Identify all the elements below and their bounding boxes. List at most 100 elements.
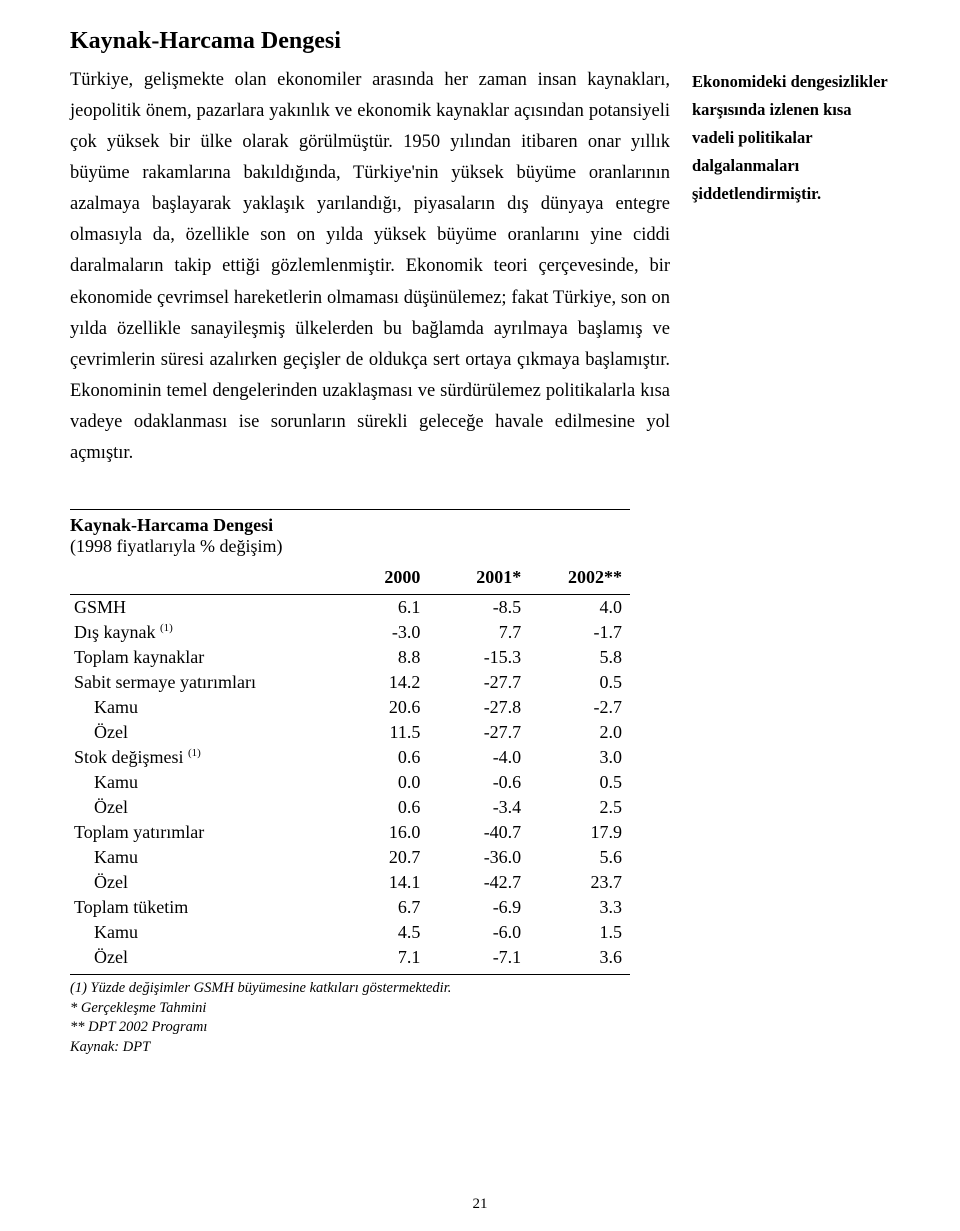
table-row-label: Toplam tüketim: [70, 895, 328, 920]
table-cell: 3.6: [529, 945, 630, 970]
table-rule-bottom: [70, 974, 630, 975]
table-row: Özel11.5-27.72.0: [70, 720, 630, 745]
table-cell: -15.3: [428, 645, 529, 670]
table-cell: 3.0: [529, 745, 630, 770]
table-rule-top: [70, 509, 630, 510]
footnote-line: * Gerçekleşme Tahmini: [70, 999, 630, 1019]
table-cell: -40.7: [428, 820, 529, 845]
table-cell: 2.5: [529, 795, 630, 820]
table-cell: -6.9: [428, 895, 529, 920]
table-header-row: 2000 2001* 2002**: [70, 561, 630, 595]
table-row: Kamu4.5-6.01.5: [70, 920, 630, 945]
table-cell: 4.5: [328, 920, 429, 945]
table-cell: -1.7: [529, 620, 630, 645]
table-row: GSMH6.1-8.54.0: [70, 595, 630, 621]
table-row-label: Kamu: [70, 770, 328, 795]
table-row: Özel7.1-7.13.6: [70, 945, 630, 970]
data-table: 2000 2001* 2002** GSMH6.1-8.54.0Dış kayn…: [70, 561, 630, 970]
table-cell: 3.3: [529, 895, 630, 920]
table-cell: -42.7: [428, 870, 529, 895]
table-row: Toplam yatırımlar16.0-40.717.9: [70, 820, 630, 845]
table-cell: -6.0: [428, 920, 529, 945]
table-cell: 7.1: [328, 945, 429, 970]
table-body: GSMH6.1-8.54.0Dış kaynak (1)-3.07.7-1.7T…: [70, 595, 630, 971]
table-cell: -7.1: [428, 945, 529, 970]
table-row: Kamu20.7-36.05.6: [70, 845, 630, 870]
side-column: Ekonomideki dengesizlikler karşısında iz…: [692, 28, 890, 469]
table-row-label: Toplam kaynaklar: [70, 645, 328, 670]
table-cell: 14.2: [328, 670, 429, 695]
table-cell: -4.0: [428, 745, 529, 770]
table-row-label: Kamu: [70, 845, 328, 870]
table-cell: 11.5: [328, 720, 429, 745]
table-row: Dış kaynak (1)-3.07.7-1.7: [70, 620, 630, 645]
page-title: Kaynak-Harcama Dengesi: [70, 28, 670, 55]
table-row: Stok değişmesi (1)0.6-4.03.0: [70, 745, 630, 770]
table-row-label: Dış kaynak (1): [70, 620, 328, 645]
table-title: Kaynak-Harcama Dengesi: [70, 513, 630, 536]
table-row-label: Sabit sermaye yatırımları: [70, 670, 328, 695]
table-cell: 6.1: [328, 595, 429, 621]
table-row-label: Stok değişmesi (1): [70, 745, 328, 770]
table-cell: -0.6: [428, 770, 529, 795]
table-cell: 4.0: [529, 595, 630, 621]
table-cell: 6.7: [328, 895, 429, 920]
table-header-col: 2000: [328, 561, 429, 595]
table-row: Toplam kaynaklar8.8-15.35.8: [70, 645, 630, 670]
table-row: Özel14.1-42.723.7: [70, 870, 630, 895]
table-row-label: Özel: [70, 795, 328, 820]
table-cell: -3.0: [328, 620, 429, 645]
table-cell: -27.7: [428, 720, 529, 745]
table-row-label: Kamu: [70, 695, 328, 720]
table-row: Toplam tüketim6.7-6.93.3: [70, 895, 630, 920]
table-cell: -27.8: [428, 695, 529, 720]
table-cell: -8.5: [428, 595, 529, 621]
table-block: Kaynak-Harcama Dengesi (1998 fiyatlarıyl…: [70, 509, 630, 1057]
table-cell: 5.6: [529, 845, 630, 870]
table-cell: 2.0: [529, 720, 630, 745]
table-row-label: Kamu: [70, 920, 328, 945]
table-cell: 0.0: [328, 770, 429, 795]
table-row-label: Toplam yatırımlar: [70, 820, 328, 845]
table-cell: -2.7: [529, 695, 630, 720]
table-header-blank: [70, 561, 328, 595]
table-cell: 20.6: [328, 695, 429, 720]
table-cell: -36.0: [428, 845, 529, 870]
table-row: Sabit sermaye yatırımları14.2-27.70.5: [70, 670, 630, 695]
table-cell: 0.6: [328, 795, 429, 820]
table-cell: 7.7: [428, 620, 529, 645]
table-cell: -27.7: [428, 670, 529, 695]
table-cell: -3.4: [428, 795, 529, 820]
main-row: Kaynak-Harcama Dengesi Türkiye, gelişmek…: [70, 28, 890, 469]
table-cell: 16.0: [328, 820, 429, 845]
table-row-label: GSMH: [70, 595, 328, 621]
margin-note: Ekonomideki dengesizlikler karşısında iz…: [692, 68, 890, 208]
page-number: 21: [0, 1196, 960, 1213]
body-paragraph: Türkiye, gelişmekte olan ekonomiler aras…: [70, 65, 670, 469]
main-column: Kaynak-Harcama Dengesi Türkiye, gelişmek…: [70, 28, 670, 469]
page: Kaynak-Harcama Dengesi Türkiye, gelişmek…: [0, 0, 960, 1231]
table-subtitle: (1998 fiyatlarıyla % değişim): [70, 536, 630, 557]
table-header-col: 2002**: [529, 561, 630, 595]
table-row-label: Özel: [70, 870, 328, 895]
table-cell: 0.5: [529, 770, 630, 795]
table-cell: 1.5: [529, 920, 630, 945]
table-cell: 23.7: [529, 870, 630, 895]
table-cell: 8.8: [328, 645, 429, 670]
table-cell: 5.8: [529, 645, 630, 670]
table-row-label: Özel: [70, 720, 328, 745]
footnote-line: ** DPT 2002 Programı: [70, 1018, 630, 1038]
table-row: Özel0.6-3.42.5: [70, 795, 630, 820]
table-cell: 17.9: [529, 820, 630, 845]
table-cell: 14.1: [328, 870, 429, 895]
table-header-col: 2001*: [428, 561, 529, 595]
table-row: Kamu20.6-27.8-2.7: [70, 695, 630, 720]
table-footnotes: (1) Yüzde değişimler GSMH büyümesine kat…: [70, 979, 630, 1057]
footnote-line: (1) Yüzde değişimler GSMH büyümesine kat…: [70, 979, 630, 999]
table-cell: 20.7: [328, 845, 429, 870]
footnote-line: Kaynak: DPT: [70, 1038, 630, 1058]
table-cell: 0.5: [529, 670, 630, 695]
table-row: Kamu0.0-0.60.5: [70, 770, 630, 795]
table-head: 2000 2001* 2002**: [70, 561, 630, 595]
table-cell: 0.6: [328, 745, 429, 770]
